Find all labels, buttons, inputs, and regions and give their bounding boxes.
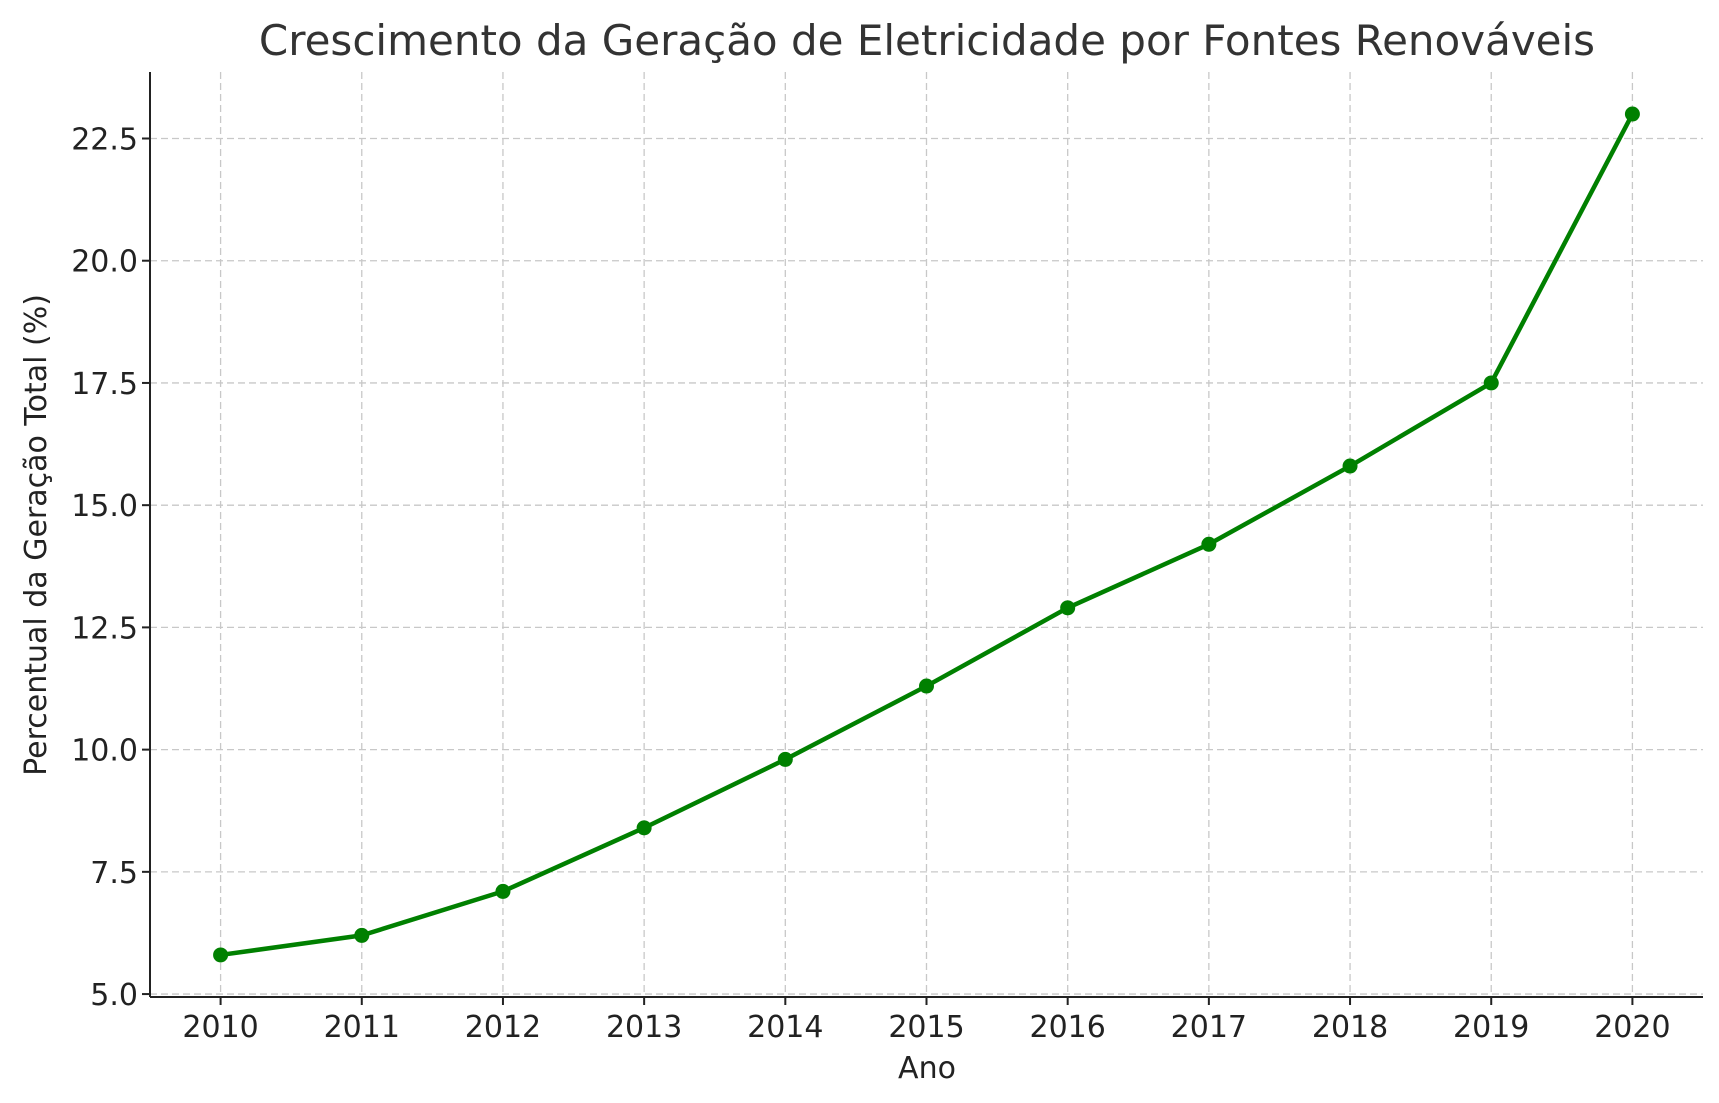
y-tick-label: 7.5 bbox=[90, 856, 138, 891]
x-tick-label: 2016 bbox=[1030, 1010, 1106, 1045]
x-tick-label: 2014 bbox=[747, 1010, 823, 1045]
data-point bbox=[1342, 458, 1358, 474]
data-point bbox=[495, 883, 511, 899]
x-axis-label: Ano bbox=[898, 1051, 956, 1086]
data-point bbox=[636, 820, 652, 836]
x-tick-label: 2015 bbox=[888, 1010, 964, 1045]
grid-layer bbox=[150, 72, 1703, 997]
chart-title: Crescimento da Geração de Eletricidade p… bbox=[259, 16, 1595, 65]
x-tick-label: 2019 bbox=[1453, 1010, 1529, 1045]
x-tick-label: 2013 bbox=[606, 1010, 682, 1045]
data-point bbox=[213, 947, 229, 963]
y-tick-label: 17.5 bbox=[71, 367, 138, 402]
ticks-layer: 2010 2011 2012 2013 2014 2015 2016 2017 2018 2019… bbox=[71, 122, 1670, 1045]
y-axis-label: Percentual da Geração Total (%) bbox=[19, 294, 54, 776]
y-tick-label: 10.0 bbox=[71, 734, 138, 769]
x-tick-label: 2012 bbox=[465, 1010, 541, 1045]
y-tick-label: 12.5 bbox=[71, 611, 138, 646]
x-tick-label: 2017 bbox=[1171, 1010, 1247, 1045]
x-tick-label: 2018 bbox=[1312, 1010, 1388, 1045]
y-tick-label: 22.5 bbox=[71, 122, 138, 157]
data-point bbox=[1624, 106, 1640, 122]
data-point bbox=[1483, 375, 1499, 391]
data-point bbox=[1060, 600, 1076, 616]
series-layer bbox=[213, 106, 1640, 963]
x-tick-label: 2020 bbox=[1594, 1010, 1670, 1045]
data-point bbox=[354, 927, 370, 943]
data-point bbox=[1201, 536, 1217, 552]
x-tick-label: 2010 bbox=[182, 1010, 258, 1045]
y-tick-label: 20.0 bbox=[71, 245, 138, 280]
y-tick-label: 5.0 bbox=[90, 978, 138, 1013]
y-tick-label: 15.0 bbox=[71, 489, 138, 524]
data-point bbox=[777, 751, 793, 767]
data-point bbox=[919, 678, 934, 694]
x-tick-label: 2011 bbox=[324, 1010, 400, 1045]
